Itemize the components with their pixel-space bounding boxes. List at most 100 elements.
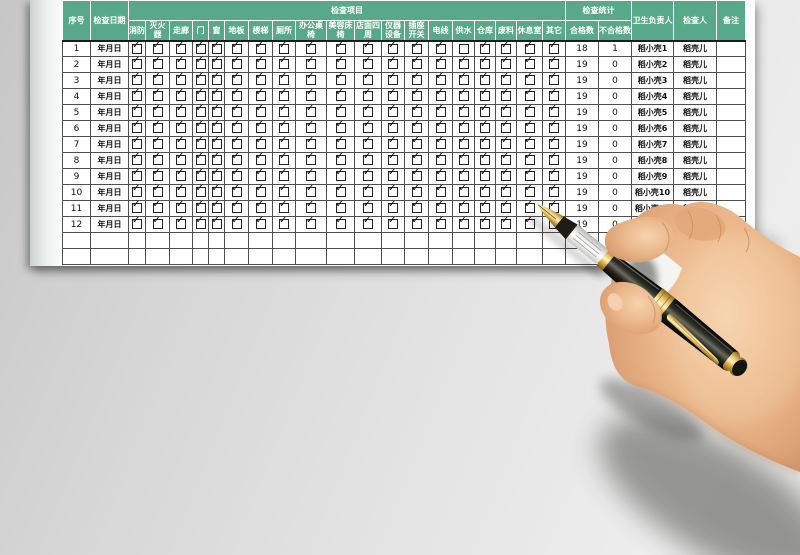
checkbox-checked[interactable]	[458, 138, 469, 150]
checkbox-checked[interactable]	[524, 202, 535, 214]
checkbox-checked[interactable]	[524, 74, 535, 86]
checkbox-checked[interactable]	[411, 122, 422, 134]
checkbox-checked[interactable]	[211, 202, 222, 214]
checkbox-checked[interactable]	[501, 138, 511, 150]
checkbox-checked[interactable]	[306, 186, 316, 198]
checkbox-checked[interactable]	[195, 138, 206, 150]
checkbox-checked[interactable]	[195, 74, 206, 86]
checkbox-checked[interactable]	[458, 170, 469, 182]
checkbox-checked[interactable]	[195, 218, 206, 230]
checkbox-checked[interactable]	[388, 138, 398, 150]
checkbox-checked[interactable]	[549, 122, 559, 134]
checkbox-checked[interactable]	[279, 74, 289, 86]
checkbox-checked[interactable]	[255, 122, 266, 134]
checkbox-checked[interactable]	[255, 43, 266, 54]
checkbox-checked[interactable]	[411, 106, 422, 118]
checkbox-checked[interactable]	[549, 218, 559, 230]
date-cell[interactable]: 年月日	[90, 39, 129, 57]
checkbox-checked[interactable]	[335, 122, 346, 134]
checkbox-checked[interactable]	[211, 106, 222, 118]
checkbox-checked[interactable]	[195, 43, 206, 54]
checkbox-checked[interactable]	[152, 138, 163, 150]
date-cell[interactable]: 年月日	[90, 168, 129, 185]
checkbox-checked[interactable]	[132, 138, 142, 150]
checkbox-checked[interactable]	[435, 43, 446, 54]
checkbox-checked[interactable]	[363, 43, 373, 54]
checkbox-checked[interactable]	[255, 170, 266, 182]
checkbox-checked[interactable]	[388, 170, 398, 182]
checkbox-checked[interactable]	[195, 186, 206, 198]
date-cell[interactable]: 年月日	[90, 88, 129, 105]
checkbox-checked[interactable]	[335, 138, 346, 150]
checkbox-checked[interactable]	[132, 58, 142, 70]
date-cell[interactable]: 年月日	[90, 56, 129, 73]
checkbox-checked[interactable]	[549, 154, 559, 166]
checkbox-checked[interactable]	[279, 122, 289, 134]
checkbox-checked[interactable]	[255, 74, 266, 86]
checkbox-checked[interactable]	[335, 186, 346, 198]
date-cell[interactable]: 年月日	[90, 120, 129, 137]
checkbox-checked[interactable]	[458, 90, 469, 102]
checkbox-checked[interactable]	[388, 218, 398, 230]
checkbox-checked[interactable]	[480, 106, 490, 118]
checkbox-checked[interactable]	[458, 74, 469, 86]
checkbox-checked[interactable]	[306, 90, 316, 102]
checkbox-checked[interactable]	[176, 154, 186, 166]
checkbox-checked[interactable]	[480, 90, 490, 102]
checkbox-checked[interactable]	[306, 74, 316, 86]
checkbox-checked[interactable]	[549, 58, 559, 70]
checkbox-checked[interactable]	[255, 154, 266, 166]
date-cell[interactable]: 年月日	[90, 184, 129, 201]
checkbox-checked[interactable]	[480, 122, 490, 134]
checkbox-checked[interactable]	[435, 218, 446, 230]
checkbox-checked[interactable]	[335, 74, 346, 86]
checkbox-checked[interactable]	[435, 186, 446, 198]
checkbox-checked[interactable]	[501, 154, 511, 166]
checkbox-checked[interactable]	[388, 58, 398, 70]
checkbox-checked[interactable]	[231, 58, 242, 70]
checkbox-checked[interactable]	[411, 154, 422, 166]
checkbox-checked[interactable]	[176, 170, 186, 182]
checkbox-checked[interactable]	[501, 90, 511, 102]
checkbox-checked[interactable]	[458, 58, 469, 70]
checkbox-checked[interactable]	[176, 106, 186, 118]
checkbox-checked[interactable]	[501, 43, 511, 54]
checkbox-checked[interactable]	[363, 74, 373, 86]
checkbox-checked[interactable]	[435, 170, 446, 182]
checkbox-checked[interactable]	[501, 122, 511, 134]
checkbox-checked[interactable]	[152, 218, 163, 230]
checkbox-checked[interactable]	[435, 90, 446, 102]
checkbox-checked[interactable]	[335, 90, 346, 102]
checkbox-checked[interactable]	[231, 43, 242, 54]
checkbox-checked[interactable]	[231, 202, 242, 214]
checkbox-checked[interactable]	[195, 202, 206, 214]
checkbox-checked[interactable]	[152, 43, 163, 54]
checkbox-checked[interactable]	[306, 43, 316, 54]
checkbox-checked[interactable]	[388, 74, 398, 86]
checkbox-checked[interactable]	[132, 74, 142, 86]
checkbox-checked[interactable]	[524, 138, 535, 150]
checkbox-checked[interactable]	[279, 90, 289, 102]
checkbox-checked[interactable]	[524, 90, 535, 102]
checkbox-checked[interactable]	[549, 106, 559, 118]
checkbox-checked[interactable]	[195, 58, 206, 70]
checkbox-checked[interactable]	[335, 218, 346, 230]
checkbox-checked[interactable]	[132, 170, 142, 182]
checkbox-checked[interactable]	[306, 170, 316, 182]
checkbox-checked[interactable]	[306, 218, 316, 230]
checkbox-checked[interactable]	[231, 170, 242, 182]
checkbox-checked[interactable]	[458, 218, 469, 230]
checkbox-checked[interactable]	[480, 202, 490, 214]
checkbox-checked[interactable]	[549, 202, 559, 214]
checkbox-checked[interactable]	[211, 218, 222, 230]
checkbox-checked[interactable]	[335, 43, 346, 54]
checkbox-checked[interactable]	[255, 218, 266, 230]
checkbox-checked[interactable]	[411, 186, 422, 198]
checkbox-checked[interactable]	[363, 154, 373, 166]
checkbox-checked[interactable]	[255, 186, 266, 198]
checkbox-checked[interactable]	[363, 218, 373, 230]
checkbox-checked[interactable]	[152, 170, 163, 182]
checkbox-checked[interactable]	[524, 154, 535, 166]
checkbox-checked[interactable]	[524, 186, 535, 198]
checkbox-checked[interactable]	[501, 218, 511, 230]
